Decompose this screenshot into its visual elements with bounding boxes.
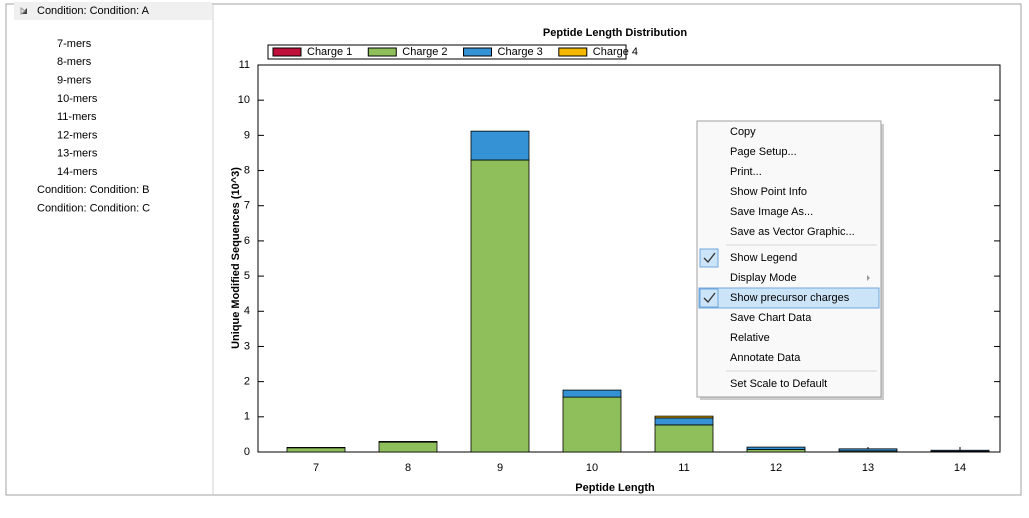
menu-item[interactable]: Copy — [730, 126, 756, 138]
tree-node[interactable]: Condition: Condition: A — [37, 5, 150, 17]
menu-item[interactable]: Save as Vector Graphic... — [730, 226, 855, 238]
tree-leaf[interactable]: 11-mers — [57, 111, 97, 123]
y-tick-label: 11 — [239, 59, 250, 71]
bar-segment — [655, 416, 713, 418]
bar-segment — [287, 448, 345, 452]
bar-segment — [655, 418, 713, 425]
tree-leaf[interactable]: 9-mers — [57, 75, 92, 87]
bar-segment — [471, 160, 529, 452]
x-tick-label: 12 — [770, 462, 782, 474]
menu-item[interactable]: Show Point Info — [730, 186, 807, 198]
x-tick-label: 14 — [954, 462, 966, 474]
bar-segment — [839, 449, 897, 451]
bar-segment — [931, 450, 989, 451]
check-box — [700, 289, 718, 307]
legend-label: Charge 2 — [402, 46, 447, 58]
y-tick-label: 7 — [244, 200, 250, 212]
bar-segment — [747, 447, 805, 449]
legend-swatch — [273, 48, 301, 56]
y-tick-label: 2 — [244, 376, 250, 388]
menu-item[interactable]: Print... — [730, 166, 762, 178]
y-tick-label: 4 — [244, 305, 250, 317]
tree-leaf[interactable]: 8-mers — [57, 56, 92, 68]
context-menu: Copy Page Setup... Print... Show Point Info… — [697, 121, 884, 400]
y-axis-label: Unique Modified Sequences (10^3) — [230, 167, 242, 349]
y-tick-label: 5 — [244, 270, 250, 282]
chart-title: Peptide Length Distribution — [543, 27, 687, 39]
x-tick-label: 13 — [862, 462, 874, 474]
menu-item[interactable]: Relative — [730, 332, 770, 344]
menu-item[interactable]: Show precursor charges — [730, 292, 850, 304]
tree-leaf[interactable]: 14-mers — [57, 166, 98, 178]
bar-segment — [471, 131, 529, 160]
menu-item[interactable]: Save Image As... — [730, 206, 813, 218]
x-tick-label: 7 — [313, 462, 319, 474]
tree-leaf[interactable]: 7-mers — [57, 38, 92, 50]
legend-swatch — [464, 48, 492, 56]
x-tick-label: 8 — [405, 462, 411, 474]
bar-segment — [563, 390, 621, 397]
bar-segment — [655, 425, 713, 452]
x-tick-label: 10 — [586, 462, 598, 474]
y-tick-label: 10 — [238, 94, 250, 106]
menu-item: Display Mode — [730, 272, 797, 284]
menu-item[interactable]: Show Legend — [730, 252, 797, 264]
legend-label: Charge 4 — [593, 46, 638, 58]
legend-swatch — [368, 48, 396, 56]
x-tick-label: 9 — [497, 462, 503, 474]
check-box — [700, 249, 718, 267]
menu-item[interactable]: Save Chart Data — [730, 312, 812, 324]
y-tick-label: 6 — [244, 235, 250, 247]
bar-segment — [379, 441, 437, 442]
menu-item[interactable]: Set Scale to Default — [730, 378, 827, 390]
bar-segment — [379, 442, 437, 452]
y-tick-label: 9 — [244, 129, 250, 141]
x-tick-label: 11 — [678, 462, 689, 474]
y-tick-label: 0 — [244, 446, 250, 458]
menu-item[interactable]: Annotate Data — [730, 352, 801, 364]
tree-node[interactable]: Condition: Condition: C — [37, 203, 150, 215]
menu-item[interactable]: Page Setup... — [730, 146, 797, 158]
legend-label: Charge 1 — [307, 46, 352, 58]
tree-node[interactable]: Condition: Condition: B — [37, 184, 150, 196]
legend-swatch — [559, 48, 587, 56]
y-tick-label: 3 — [244, 340, 250, 352]
y-tick-label: 1 — [244, 411, 250, 423]
legend-label: Charge 3 — [498, 46, 543, 58]
tree-leaf[interactable]: 10-mers — [57, 93, 98, 105]
tree-leaf[interactable]: 13-mers — [57, 148, 98, 160]
bar-segment — [563, 397, 621, 452]
y-tick-label: 8 — [244, 164, 250, 176]
x-axis-label: Peptide Length — [575, 482, 655, 494]
tree-leaf[interactable]: 12-mers — [57, 129, 98, 141]
